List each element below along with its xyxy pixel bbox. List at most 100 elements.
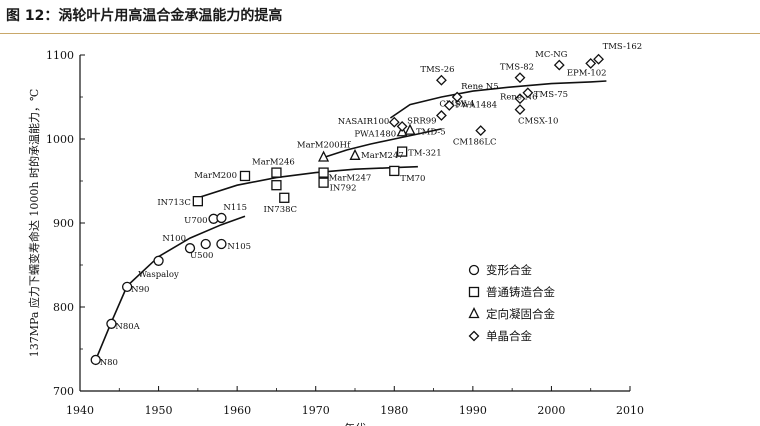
data-label: TMS-162: [603, 42, 643, 52]
data-point: [388, 116, 400, 128]
y-tick-label: 800: [53, 301, 74, 314]
x-tick-label: 1990: [459, 404, 487, 417]
data-label: MarM200: [194, 171, 237, 181]
data-label: TMS-82: [500, 63, 534, 73]
x-tick-label: 2010: [616, 404, 644, 417]
data-point: [349, 148, 361, 160]
legend-label: 单晶合金: [486, 329, 532, 343]
data-point: [318, 177, 329, 188]
data-label: MarM247: [329, 174, 372, 184]
data-label: Rene N6: [500, 93, 537, 103]
data-point: [436, 110, 447, 121]
data-label: MarM200Hf: [297, 140, 351, 150]
data-point: [404, 123, 416, 135]
data-point: [514, 104, 526, 116]
data-points: N80 N80A N90 Waspaloy N100 U500 N105 U700 N115 IN…: [90, 42, 643, 368]
x-tick-label: 2000: [537, 404, 565, 417]
x-tick-label: 1940: [66, 404, 94, 417]
data-point: [389, 165, 400, 177]
data-label: N80: [100, 358, 118, 368]
data-label: TM70: [400, 174, 425, 184]
y-tick-label: 900: [53, 217, 74, 230]
data-point: [522, 87, 534, 99]
data-label: CMSX-4: [439, 99, 474, 109]
data-label: TM-321: [408, 149, 441, 159]
data-label: IN738C: [264, 205, 298, 215]
legend-marker: [468, 330, 480, 342]
data-label: TMS-75: [534, 90, 568, 100]
data-point: [396, 146, 408, 157]
legend-marker: [468, 307, 480, 319]
data-point: [216, 212, 227, 224]
data-point: [318, 167, 329, 178]
data-label: Waspaloy: [138, 270, 179, 280]
data-label: N100: [162, 234, 186, 244]
data-point: [192, 196, 204, 207]
x-tick-label: 1950: [145, 404, 173, 417]
axes: 1940 1950 1960 1970 1980 1990 2000 2010 700 800 90…: [27, 49, 644, 426]
data-label: N80A: [115, 322, 140, 332]
data-point: [200, 238, 211, 250]
legend-label: 普通铸造合金: [486, 285, 555, 299]
data-label: U700: [184, 216, 207, 226]
x-tick-label: 1960: [223, 404, 251, 417]
data-label: MarM246: [252, 158, 295, 168]
x-tick-label: 1980: [380, 404, 408, 417]
x-tick-label: 1970: [302, 404, 330, 417]
data-point: [514, 72, 526, 84]
legend-label: 变形合金: [486, 263, 532, 277]
data-label: SRR99: [407, 116, 436, 126]
x-axis-title: 年代: [344, 421, 366, 426]
data-label: U500: [190, 251, 213, 261]
data-point: [514, 93, 526, 105]
figure-title: 图 12：涡轮叶片用高温合金承温能力的提高: [6, 8, 283, 24]
y-axis-title: 137MPa 应力下蠕变寿命达 1000h 时的承温能力，℃: [27, 89, 41, 358]
data-label: PWA1484: [455, 100, 497, 110]
data-point: [475, 125, 487, 137]
y-tick-label: 1100: [46, 49, 74, 62]
data-label: TMD-5: [416, 128, 446, 138]
data-label: Rene N5: [461, 82, 498, 92]
data-point: [216, 238, 227, 250]
data-label: MarM247: [361, 151, 404, 161]
data-point: [443, 99, 455, 111]
data-label: MC-NG: [535, 50, 568, 60]
data-point: [239, 170, 251, 182]
trend-line: [389, 80, 607, 119]
data-point: [593, 53, 604, 65]
data-point: [436, 74, 447, 86]
data-point: [184, 243, 196, 254]
data-label: CMSX-10: [518, 117, 558, 127]
legend-marker: [468, 264, 480, 276]
data-point: [90, 354, 101, 366]
data-label: NASAIR100: [338, 117, 390, 127]
data-label: TMS-26: [420, 65, 454, 75]
data-label: IN713C: [157, 198, 191, 208]
data-point: [271, 167, 282, 178]
title-divider: [0, 33, 760, 34]
legend-marker: [468, 286, 480, 298]
data-point: [318, 150, 330, 162]
y-tick-label: 700: [53, 385, 74, 398]
data-point: [153, 255, 164, 266]
data-point: [396, 120, 408, 132]
data-point: [106, 318, 117, 329]
data-point: [451, 91, 463, 103]
trend-line: [323, 128, 442, 159]
data-label: IN792: [330, 184, 357, 194]
data-label: EPM-102: [567, 68, 607, 78]
data-point: [121, 281, 133, 292]
data-label: N115: [223, 203, 247, 213]
data-label: PWA1480: [354, 129, 396, 139]
data-point: [279, 192, 290, 203]
data-label: CM186LC: [453, 138, 497, 148]
data-label: N90: [131, 285, 149, 295]
y-tick-label: 1000: [46, 133, 74, 146]
legend-label: 定向凝固合金: [486, 307, 555, 321]
data-point: [271, 180, 282, 191]
data-point: [585, 57, 597, 69]
data-label: N105: [227, 242, 251, 252]
data-point: [553, 59, 565, 71]
